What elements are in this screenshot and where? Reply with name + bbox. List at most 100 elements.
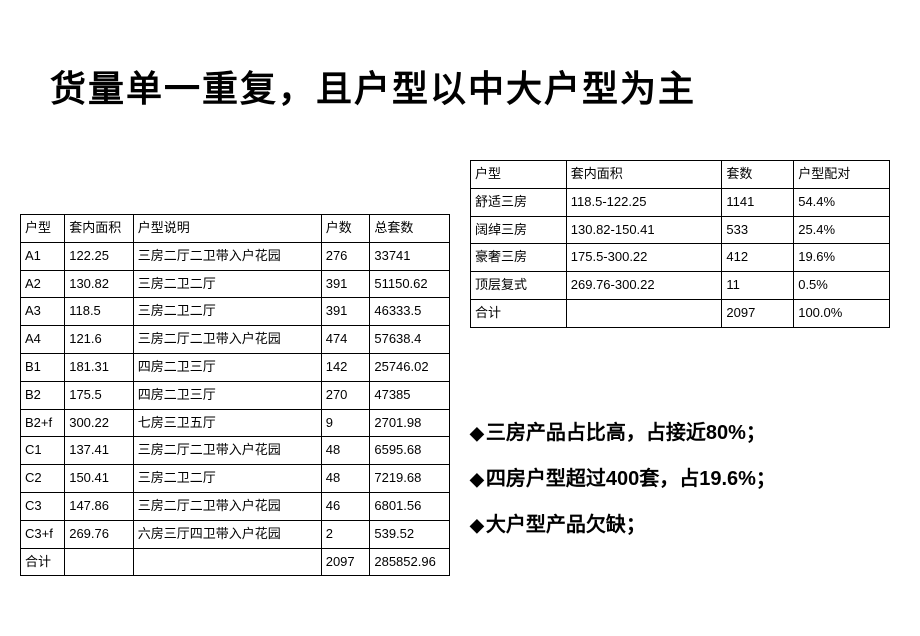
table2: 户型 套内面积 套数 户型配对 舒适三房118.5-122.25114154.4… <box>470 160 890 328</box>
table-cell: 三房二卫二厅 <box>133 298 321 326</box>
table-cell: 57638.4 <box>370 326 450 354</box>
table-row: 合计2097285852.96 <box>21 548 450 576</box>
table-row: C1137.41三房二厅二卫带入户花园486595.68 <box>21 437 450 465</box>
table-cell: 四房二卫三厅 <box>133 381 321 409</box>
table-cell: 0.5% <box>794 272 890 300</box>
table-row: C3147.86三房二厅二卫带入户花园466801.56 <box>21 492 450 520</box>
table-cell: 11 <box>722 272 794 300</box>
table-row: A4121.6三房二厅二卫带入户花园47457638.4 <box>21 326 450 354</box>
table-cell <box>133 548 321 576</box>
bullet-text: 三房产品占比高，占接近80%； <box>486 422 766 444</box>
table-cell: A3 <box>21 298 65 326</box>
table-cell: 51150.62 <box>370 270 450 298</box>
table-cell: B1 <box>21 353 65 381</box>
table-cell: 19.6% <box>794 244 890 272</box>
table-cell: 175.5-300.22 <box>566 244 722 272</box>
table1-h4: 总套数 <box>370 215 450 243</box>
table-cell: B2+f <box>21 409 65 437</box>
table-cell: 顶层复式 <box>471 272 567 300</box>
table-cell: 1141 <box>722 188 794 216</box>
table-row: A2130.82三房二卫二厅39151150.62 <box>21 270 450 298</box>
table-cell: 2701.98 <box>370 409 450 437</box>
table-cell: 三房二卫二厅 <box>133 270 321 298</box>
table-cell: 阔绰三房 <box>471 216 567 244</box>
table-cell: 46333.5 <box>370 298 450 326</box>
table-cell: 147.86 <box>65 492 134 520</box>
table-cell: 三房二厅二卫带入户花园 <box>133 326 321 354</box>
table1-h3: 户数 <box>321 215 370 243</box>
table-row: B2175.5四房二卫三厅27047385 <box>21 381 450 409</box>
table-cell: 150.41 <box>65 465 134 493</box>
table-cell: 6801.56 <box>370 492 450 520</box>
table-cell: 130.82 <box>65 270 134 298</box>
table-cell: 122.25 <box>65 242 134 270</box>
table-row: A1122.25三房二厅二卫带入户花园27633741 <box>21 242 450 270</box>
page-title: 货量单一重复，且户型以中大户型为主 <box>50 60 696 112</box>
table-cell: 48 <box>321 437 370 465</box>
table-cell: 33741 <box>370 242 450 270</box>
diamond-icon: ◆ <box>470 469 484 489</box>
table-cell: 7219.68 <box>370 465 450 493</box>
table-row: C2150.41三房二卫二厅487219.68 <box>21 465 450 493</box>
table-cell: A2 <box>21 270 65 298</box>
table-cell: C3 <box>21 492 65 520</box>
table2-h0: 户型 <box>471 161 567 189</box>
table-cell: 533 <box>722 216 794 244</box>
table-cell: 25746.02 <box>370 353 450 381</box>
bullet-item: ◆四房户型超过400套，占19.6%； <box>470 464 910 494</box>
table-row: 合计 2097100.0% <box>471 299 890 327</box>
table1: 户型 套内面积 户型说明 户数 总套数 A1122.25三房二厅二卫带入户花园2… <box>20 214 450 576</box>
table-cell: 391 <box>321 270 370 298</box>
table-cell: 412 <box>722 244 794 272</box>
bullets-container: ◆三房产品占比高，占接近80%； ◆四房户型超过400套，占19.6%； ◆大户… <box>470 418 910 556</box>
table-cell: 2097 <box>722 299 794 327</box>
table-cell <box>566 299 722 327</box>
table-cell: 9 <box>321 409 370 437</box>
table-cell: 舒适三房 <box>471 188 567 216</box>
table2-header-row: 户型 套内面积 套数 户型配对 <box>471 161 890 189</box>
bullet-text: 四房户型超过400套，占19.6%； <box>486 468 776 490</box>
table-cell: 269.76-300.22 <box>566 272 722 300</box>
table-cell: 四房二卫三厅 <box>133 353 321 381</box>
table-cell: 100.0% <box>794 299 890 327</box>
table-cell: 118.5-122.25 <box>566 188 722 216</box>
table-row: 顶层复式269.76-300.22110.5% <box>471 272 890 300</box>
table-row: 阔绰三房130.82-150.4153325.4% <box>471 216 890 244</box>
table-cell: 539.52 <box>370 520 450 548</box>
table1-header-row: 户型 套内面积 户型说明 户数 总套数 <box>21 215 450 243</box>
bullet-text: 大户型产品欠缺； <box>486 514 646 536</box>
table-cell: 142 <box>321 353 370 381</box>
table-cell: 181.31 <box>65 353 134 381</box>
table-cell: 6595.68 <box>370 437 450 465</box>
table-cell: 豪奢三房 <box>471 244 567 272</box>
table-cell: 270 <box>321 381 370 409</box>
table-cell: 118.5 <box>65 298 134 326</box>
table-cell: 七房三卫五厅 <box>133 409 321 437</box>
table-cell: 47385 <box>370 381 450 409</box>
table-cell: 276 <box>321 242 370 270</box>
table-cell: 六房三厅四卫带入户花园 <box>133 520 321 548</box>
table-cell: 三房二厅二卫带入户花园 <box>133 437 321 465</box>
table-cell: 2 <box>321 520 370 548</box>
table-row: B2+f300.22七房三卫五厅92701.98 <box>21 409 450 437</box>
table-cell: 合计 <box>471 299 567 327</box>
diamond-icon: ◆ <box>470 423 484 443</box>
table1-h2: 户型说明 <box>133 215 321 243</box>
table-cell: 300.22 <box>65 409 134 437</box>
table-cell: C3+f <box>21 520 65 548</box>
table-row: A3118.5三房二卫二厅39146333.5 <box>21 298 450 326</box>
table-row: 豪奢三房175.5-300.2241219.6% <box>471 244 890 272</box>
table-cell: 三房二卫二厅 <box>133 465 321 493</box>
table1-container: 户型 套内面积 户型说明 户数 总套数 A1122.25三房二厅二卫带入户花园2… <box>20 214 450 576</box>
table-cell: A4 <box>21 326 65 354</box>
table-cell: 三房二厅二卫带入户花园 <box>133 242 321 270</box>
table1-h1: 套内面积 <box>65 215 134 243</box>
table-cell: 2097 <box>321 548 370 576</box>
table-cell: 474 <box>321 326 370 354</box>
table-cell: 三房二厅二卫带入户花园 <box>133 492 321 520</box>
table-cell: 48 <box>321 465 370 493</box>
diamond-icon: ◆ <box>470 515 484 535</box>
table-cell: 285852.96 <box>370 548 450 576</box>
table-cell <box>65 548 134 576</box>
table1-h0: 户型 <box>21 215 65 243</box>
